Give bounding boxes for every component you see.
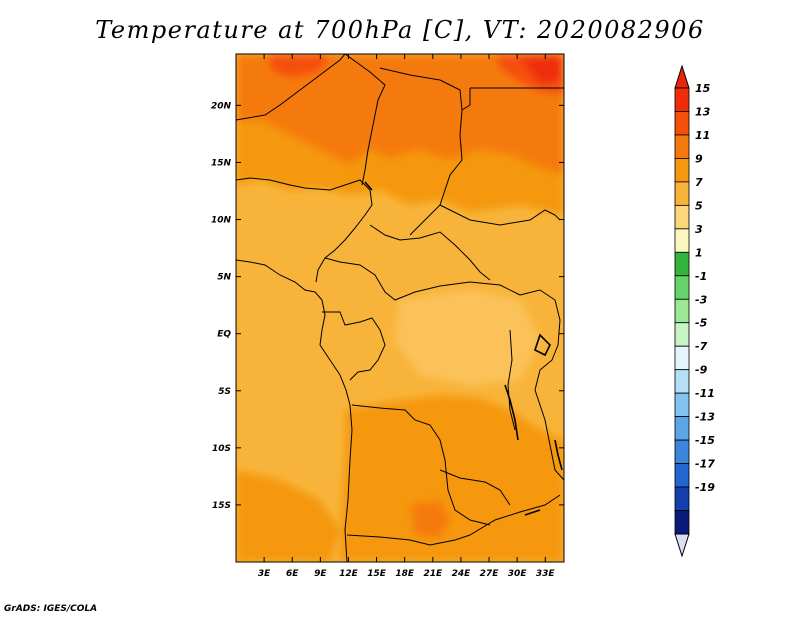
field-region-west-warm xyxy=(236,470,340,562)
lat-tick-label: 10S xyxy=(212,444,231,454)
lon-tick-label: 9E xyxy=(314,569,327,579)
colorbar-swatch xyxy=(674,111,690,136)
lat-tick-label: 15N xyxy=(211,158,232,168)
lat-tick-label: 15S xyxy=(212,501,231,511)
lakes xyxy=(364,181,563,516)
colorbar-swatch xyxy=(674,134,690,159)
border-drc-east xyxy=(507,329,516,431)
border-sudan-southsudan xyxy=(439,204,561,226)
colorbar-label: -17 xyxy=(695,458,715,471)
field-region-central-cool xyxy=(395,290,540,385)
colorbar-label: -11 xyxy=(695,387,715,400)
colorbar-label: -5 xyxy=(695,317,708,330)
colorbar-swatch xyxy=(674,416,690,441)
lat-tick-label: 20N xyxy=(211,101,232,111)
colorbar-label: 3 xyxy=(695,223,703,236)
colorbar-label: -3 xyxy=(695,293,708,306)
temperature-field xyxy=(236,54,564,562)
colorbar-swatch xyxy=(674,181,690,206)
colorbar-label: 13 xyxy=(695,105,711,118)
colorbar-swatch xyxy=(674,275,690,300)
colorbar-swatch xyxy=(674,486,690,511)
colorbar-label: -1 xyxy=(695,270,707,283)
chart-title: Temperature at 700hPa [C], VT: 202008290… xyxy=(95,16,705,44)
lat-tick-label: EQ xyxy=(217,330,231,340)
field-region-south-hot-1 xyxy=(410,500,450,538)
border-nigeria-cameroon xyxy=(236,177,373,283)
colorbar-swatch xyxy=(674,204,690,230)
colorbar-label: -7 xyxy=(695,340,708,353)
field-region-south-warm xyxy=(340,395,564,562)
lon-tick-label: 24E xyxy=(452,569,472,579)
lon-tick-label: 12E xyxy=(339,569,359,579)
border-angola-zambia xyxy=(439,469,511,506)
border-north-sahara xyxy=(236,54,346,121)
colorbar-label: 5 xyxy=(695,199,703,212)
lat-tick-label: 5N xyxy=(217,273,231,283)
colorbar-label: -19 xyxy=(695,481,715,494)
border-car-north xyxy=(369,224,491,281)
colorbar-swatch xyxy=(674,251,690,277)
longitude-axis: 3E 6E 9E 12E 15E 18E 21E 24E 27E 30E 33E xyxy=(258,54,556,579)
lat-tick-label: 5S xyxy=(218,387,231,397)
border-chad-sudan xyxy=(379,67,463,236)
colorbar-swatch xyxy=(674,298,690,324)
lon-tick-label: 15E xyxy=(367,569,387,579)
colorbar-label: -13 xyxy=(695,411,715,424)
credit-label: GrADS: IGES/COLA xyxy=(4,604,98,614)
colorbar: 15 13 11 9 7 5 3 1 -1 -3 -5 -7 -9 -11 -13 -15 -17 -19 xyxy=(674,64,715,558)
lake-victoria xyxy=(534,333,551,357)
lon-tick-label: 33E xyxy=(536,569,556,579)
border-niger-libya xyxy=(344,54,386,186)
colorbar-label: 15 xyxy=(695,82,711,95)
colorbar-swatch xyxy=(674,369,690,394)
colorbar-swatch xyxy=(674,463,690,488)
lon-tick-label: 27E xyxy=(480,569,500,579)
border-angola-namibia xyxy=(346,534,471,546)
border-car-south xyxy=(324,257,521,301)
colorbar-label: 1 xyxy=(695,246,703,259)
lon-tick-label: 3E xyxy=(258,569,271,579)
colorbar-label: 11 xyxy=(695,129,710,142)
lon-tick-label: 21E xyxy=(423,569,443,579)
lake-kariba xyxy=(524,509,541,516)
lon-tick-label: 6E xyxy=(286,569,299,579)
coastline xyxy=(236,259,353,562)
colorbar-swatch xyxy=(674,510,690,535)
lake-chad xyxy=(364,181,373,191)
border-tanzania xyxy=(534,389,564,481)
field-region-top-hotter-west xyxy=(270,54,330,78)
field-region-top-hottest xyxy=(520,56,562,84)
lat-tick-label: 10N xyxy=(211,216,232,226)
border-gabon-congo xyxy=(322,311,386,381)
latitude-axis: 20N 15N 10N 5N EQ 5S 10S 15S xyxy=(211,101,564,511)
colorbar-swatch xyxy=(674,345,690,371)
colorbar-over-triangle xyxy=(674,64,690,89)
colorbar-swatch xyxy=(674,87,690,112)
border-east-africa xyxy=(519,289,561,391)
colorbar-swatch xyxy=(674,228,690,253)
field-region-north-hot xyxy=(236,54,564,175)
colorbar-swatch xyxy=(674,322,690,347)
colorbar-swatch xyxy=(674,392,690,418)
border-drc-angola xyxy=(351,404,491,526)
lake-malawi xyxy=(554,439,563,471)
colorbar-under-triangle xyxy=(674,533,690,558)
map-frame xyxy=(235,53,565,563)
colorbar-label: -15 xyxy=(695,434,715,447)
colorbar-label: -9 xyxy=(695,364,708,377)
lake-tanganyika xyxy=(504,384,519,441)
country-borders xyxy=(236,54,564,562)
colorbar-swatch xyxy=(674,439,690,464)
border-zambia-zimbabwe xyxy=(469,494,561,536)
colorbar-label: 7 xyxy=(695,176,703,189)
border-sudan-east xyxy=(461,88,471,111)
lon-tick-label: 18E xyxy=(395,569,415,579)
colorbar-swatch xyxy=(674,158,690,183)
colorbar-label: 9 xyxy=(695,152,703,165)
lon-tick-label: 30E xyxy=(508,569,528,579)
